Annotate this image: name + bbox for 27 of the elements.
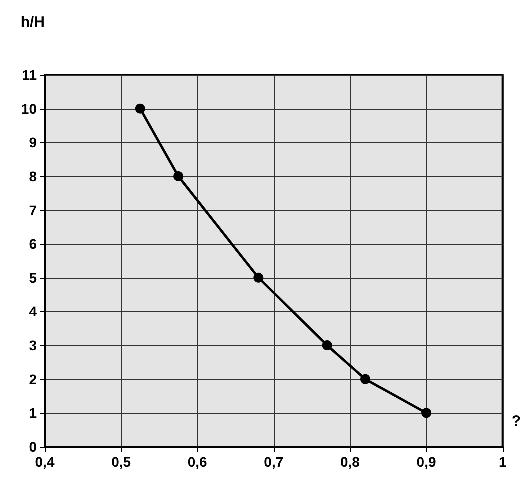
y-tick-label: 8 [29,168,38,184]
point [322,340,332,351]
x-tick-label: 0,6 [188,454,208,470]
y-tick-label: 2 [29,371,38,388]
y-tick-label: 11 [22,67,38,83]
x-axis-title: ? [512,413,522,430]
y-tick-label: 6 [29,236,38,252]
y-tick-label: 3 [29,338,38,354]
y-tick-label: 10 [21,100,38,117]
point [360,374,370,384]
y-tick-label: 4 [29,304,38,320]
x-tick-label: 0,8 [340,454,360,470]
y-tick-label: 9 [29,134,38,151]
x-tick-label: 0,5 [112,454,132,470]
y-tick-label: 5 [29,270,38,286]
point [135,104,146,114]
y-tick-label: 0 [29,439,38,455]
point [254,272,264,283]
x-tick-label: 0,7 [264,454,284,470]
x-tick-label: 1 [498,454,507,470]
x-tick-label: 0,9 [416,454,436,470]
y-axis-title: h/H [20,14,45,31]
y-tick-label: 1 [29,405,38,422]
y-tick-label: 7 [29,202,38,218]
x-tick-label: 0,4 [35,454,55,470]
point [174,171,184,182]
point [422,408,432,418]
